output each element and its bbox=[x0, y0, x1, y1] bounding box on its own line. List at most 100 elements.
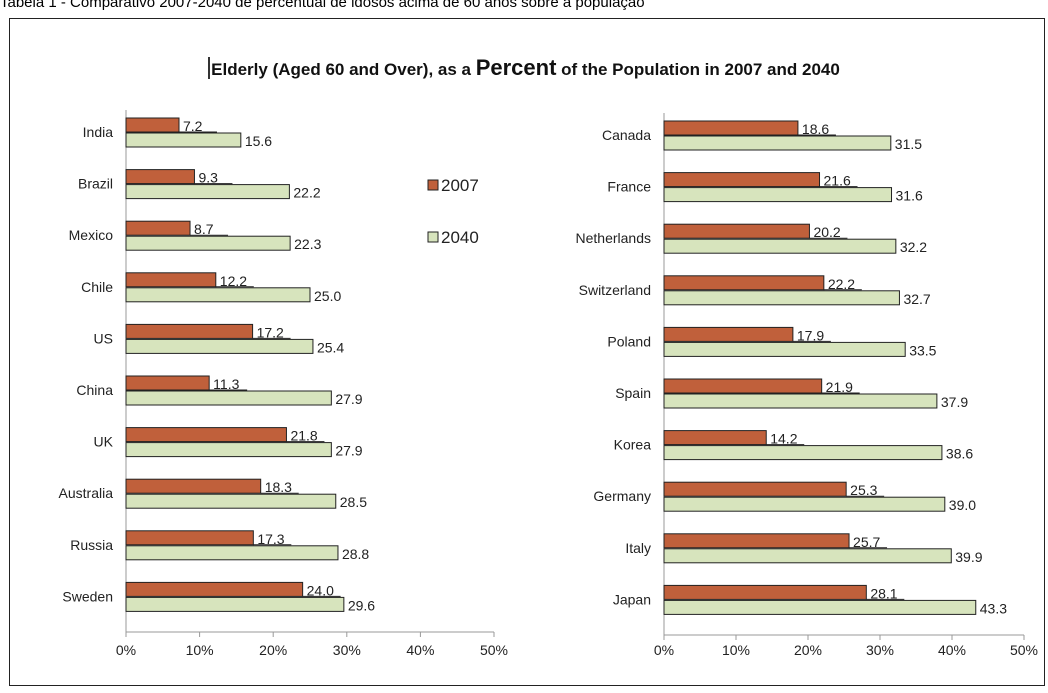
data-label-2040: 28.5 bbox=[340, 494, 367, 510]
category-label: France bbox=[607, 179, 651, 195]
category-label: Germany bbox=[593, 488, 651, 504]
bar-2007 bbox=[125, 478, 262, 494]
x-tick-label: 0% bbox=[654, 642, 674, 658]
category-label: Sweden bbox=[62, 588, 113, 604]
data-label-2007: 17.2 bbox=[257, 324, 284, 340]
x-tick-label: 50% bbox=[480, 642, 508, 658]
data-label-2007: 17.3 bbox=[257, 531, 284, 547]
bar-2040 bbox=[663, 393, 938, 409]
bar-2007 bbox=[663, 481, 847, 497]
bar-2007 bbox=[125, 169, 195, 185]
chart-title-part1: Elderly (Aged 60 and Over), as a bbox=[211, 60, 476, 79]
x-tick-label: 10% bbox=[186, 642, 214, 658]
legend: 2007 2040 bbox=[427, 176, 479, 247]
x-tick-label: 40% bbox=[406, 642, 434, 658]
data-label-2007: 22.2 bbox=[828, 276, 855, 292]
data-label-2040: 31.6 bbox=[896, 188, 923, 204]
category-label: Australia bbox=[59, 485, 114, 501]
data-label-2007: 25.3 bbox=[850, 482, 877, 498]
chart-title-emphasis: Percent bbox=[475, 55, 557, 80]
data-label-2007: 28.1 bbox=[870, 585, 897, 601]
bar-2007 bbox=[125, 220, 191, 236]
data-label-2040: 43.3 bbox=[980, 600, 1007, 616]
data-label-2040: 28.8 bbox=[342, 546, 369, 562]
data-label-2007: 20.2 bbox=[813, 224, 840, 240]
data-label-2040: 22.2 bbox=[293, 185, 320, 201]
category-label: China bbox=[76, 382, 113, 398]
x-tick-label: 20% bbox=[259, 642, 287, 658]
category-label: Italy bbox=[625, 540, 651, 556]
bar-2007 bbox=[125, 272, 217, 288]
data-label-2007: 14.2 bbox=[770, 431, 797, 447]
bar-2007 bbox=[663, 120, 799, 136]
bar-2040 bbox=[663, 238, 897, 254]
category-label: Mexico bbox=[69, 227, 114, 243]
data-label-2040: 25.4 bbox=[317, 339, 344, 355]
data-label-2007: 12.2 bbox=[220, 273, 247, 289]
bar-2007 bbox=[663, 584, 867, 600]
data-label-2040: 29.6 bbox=[348, 597, 375, 613]
data-label-2007: 21.8 bbox=[290, 428, 317, 444]
bar-2040 bbox=[663, 135, 892, 151]
x-tick-label: 50% bbox=[1010, 642, 1038, 658]
x-tick-label: 40% bbox=[938, 642, 966, 658]
category-label: Russia bbox=[70, 537, 113, 553]
data-label-2040: 15.6 bbox=[245, 133, 272, 149]
bar-2007 bbox=[125, 530, 254, 546]
data-label-2007: 9.3 bbox=[198, 170, 218, 186]
data-label-2007: 21.6 bbox=[824, 173, 851, 189]
bar-2040 bbox=[125, 287, 311, 303]
bar-2040 bbox=[663, 290, 900, 306]
data-label-2007: 24.0 bbox=[307, 582, 334, 598]
data-label-2040: 31.5 bbox=[895, 136, 922, 152]
data-label-2007: 17.9 bbox=[797, 327, 824, 343]
bar-2040 bbox=[125, 235, 291, 251]
x-tick-label: 10% bbox=[722, 642, 750, 658]
category-label: Spain bbox=[615, 385, 651, 401]
bar-2007 bbox=[663, 533, 850, 549]
legend-swatch-2007 bbox=[427, 179, 439, 191]
category-label: Netherlands bbox=[576, 230, 652, 246]
bar-2007 bbox=[663, 378, 823, 394]
bar-2007 bbox=[125, 375, 210, 391]
data-label-2040: 32.7 bbox=[903, 291, 930, 307]
data-label-2007: 18.3 bbox=[265, 479, 292, 495]
category-label: India bbox=[83, 124, 114, 140]
bar-2040 bbox=[125, 390, 332, 406]
panel-right: 0% 10% 20% 30% 40% 50% Canada 18.6 31.5 France 21.… bbox=[576, 113, 1038, 658]
x-tick-label: 20% bbox=[794, 642, 822, 658]
bar-2040 bbox=[663, 341, 906, 357]
bar-2007 bbox=[125, 117, 180, 133]
category-label: Chile bbox=[81, 279, 113, 295]
bar-2040 bbox=[125, 338, 314, 354]
data-label-2040: 39.0 bbox=[949, 497, 976, 513]
bar-2007 bbox=[125, 581, 304, 597]
bar-2040 bbox=[125, 184, 290, 200]
data-label-2040: 33.5 bbox=[909, 342, 936, 358]
bar-2040 bbox=[663, 187, 893, 203]
bar-2040 bbox=[125, 442, 332, 458]
bar-2040 bbox=[663, 548, 952, 564]
data-label-2040: 32.2 bbox=[900, 239, 927, 255]
data-label-2040: 22.3 bbox=[294, 236, 321, 252]
chart-title-part2: of the Population in 2007 and 2040 bbox=[556, 60, 840, 79]
category-label: UK bbox=[94, 434, 114, 450]
panel-left: 0% 10% 20% 30% 40% 50% India 7.2 15.6 Brazil 9.3 22… bbox=[59, 110, 508, 658]
x-tick-label: 30% bbox=[866, 642, 894, 658]
bar-2040 bbox=[663, 496, 946, 512]
data-label-2040: 27.9 bbox=[335, 443, 362, 459]
data-label-2007: 21.9 bbox=[826, 379, 853, 395]
bar-2040 bbox=[663, 599, 977, 615]
x-tick-label: 30% bbox=[333, 642, 361, 658]
bar-2007 bbox=[663, 172, 821, 188]
category-label: Poland bbox=[607, 333, 651, 349]
bar-2007 bbox=[663, 326, 794, 342]
bar-2040 bbox=[125, 596, 345, 612]
chart-title: Elderly (Aged 60 and Over), as a Percent… bbox=[0, 55, 1048, 81]
data-label-2040: 25.0 bbox=[314, 288, 341, 304]
table-caption: Tabela 1 - Comparativo 2007-2040 de perc… bbox=[0, 0, 645, 11]
data-label-2007: 18.6 bbox=[802, 121, 829, 137]
data-label-2040: 27.9 bbox=[335, 391, 362, 407]
bar-2040 bbox=[663, 445, 943, 461]
